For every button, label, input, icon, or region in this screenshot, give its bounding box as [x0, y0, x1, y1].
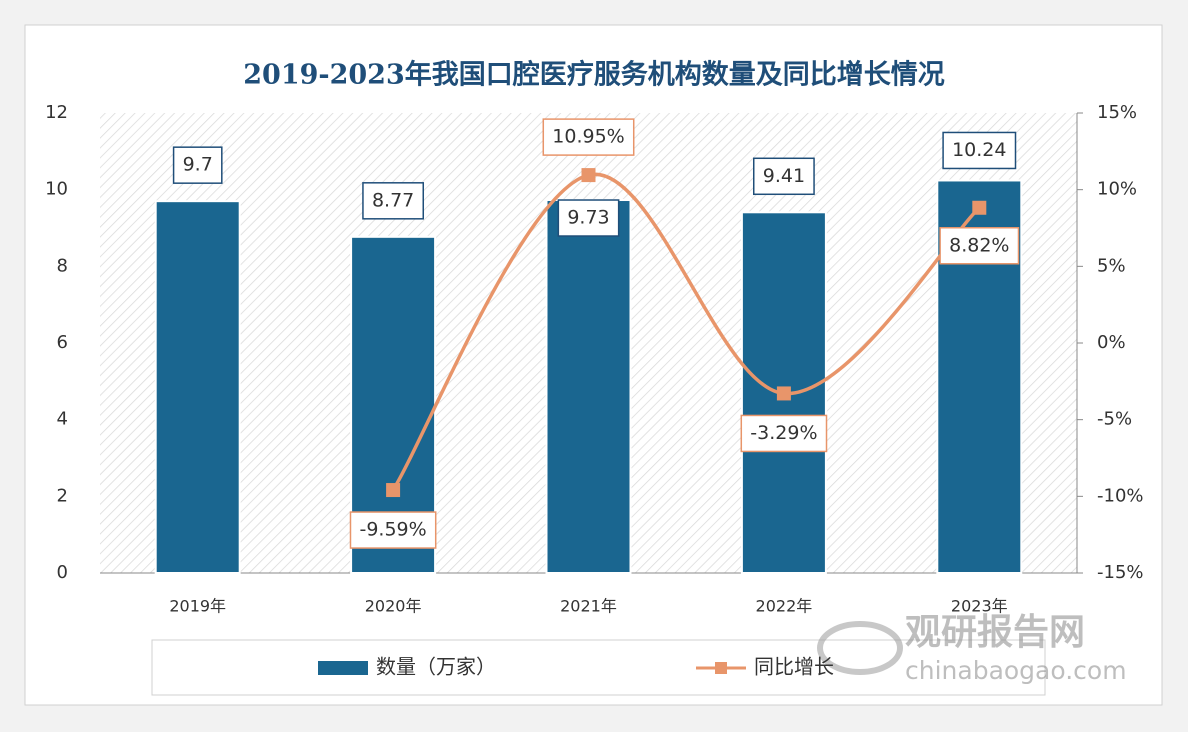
y-tick-label: 8	[57, 255, 68, 276]
bar-value-label-group: 10.24	[942, 131, 1017, 170]
chart-title: 2019-2023年我国口腔医疗服务机构数量及同比增长情况	[243, 59, 945, 91]
bar-value-label: 9.73	[567, 207, 609, 229]
y-tick-label: 6	[57, 332, 68, 353]
watermark-name: 观研报告网	[905, 612, 1085, 653]
bar-value-label: 9.7	[183, 154, 213, 176]
x-tick-label: 2020年	[365, 597, 422, 616]
line-value-label-box	[349, 511, 437, 549]
line-value-label-box	[542, 118, 635, 156]
y-tick-label: 4	[57, 409, 68, 430]
bar-value-label-group: 8.77	[362, 182, 425, 220]
line-value-label-box	[939, 227, 1020, 265]
bar-value-label: 8.77	[372, 189, 414, 211]
bar	[154, 200, 241, 575]
line-value-label: -3.29%	[750, 422, 817, 444]
line-marker	[581, 168, 596, 183]
y-tick-label: 2	[57, 485, 68, 506]
bar-value-label-group: 9.41	[752, 157, 815, 196]
legend-swatch	[318, 661, 368, 675]
line-value-label-box	[740, 414, 828, 453]
line-value-label-group: -3.29%	[740, 414, 828, 453]
line-value-label-group: 10.95%	[542, 118, 635, 156]
line-marker	[386, 483, 401, 498]
bar-value-label-box	[557, 199, 620, 237]
watermark-site: chinabaogao.com	[905, 656, 1127, 685]
y2-tick-label: -10%	[1097, 485, 1144, 506]
legend-label: 同比增长	[754, 655, 834, 679]
bar-value-label-box	[942, 131, 1017, 170]
x-tick-label: 2019年	[169, 597, 226, 616]
line	[391, 172, 981, 491]
y-tick-label: 10	[45, 179, 68, 200]
line-value-label: 10.95%	[552, 126, 624, 148]
legend-box	[151, 639, 1046, 696]
x-tick-label: 2021年	[560, 597, 617, 616]
bar-value-label: 10.24	[952, 139, 1006, 161]
y2-tick-label: 10%	[1097, 179, 1137, 200]
bar-value-label-box	[362, 182, 425, 220]
legend-label: 数量（万家）	[376, 655, 496, 679]
legend-swatch-marker	[715, 662, 727, 674]
bar-value-label: 9.41	[763, 165, 805, 187]
y2-tick-label: -5%	[1097, 409, 1132, 430]
line-value-label: -9.59%	[359, 519, 426, 541]
bar-value-label-box	[752, 157, 815, 196]
y2-tick-label: 5%	[1097, 255, 1126, 276]
watermark-logo	[817, 621, 903, 675]
bar-value-label-group: 9.73	[557, 199, 620, 237]
line-value-label-group: 8.82%	[939, 227, 1020, 265]
line-value-label-group: -9.59%	[349, 511, 437, 549]
line-marker	[776, 386, 791, 401]
x-tick-label: 2022年	[756, 597, 813, 616]
x-tick-label: 2023年	[951, 597, 1008, 616]
y2-tick-label: 0%	[1097, 332, 1126, 353]
y2-tick-label: 15%	[1097, 102, 1137, 123]
bar	[545, 199, 632, 574]
y-tick-label: 0	[57, 562, 68, 583]
y-tick-label: 12	[45, 102, 68, 123]
bar-value-label-box	[172, 146, 223, 184]
line-value-label: 8.82%	[949, 234, 1009, 256]
line-marker	[972, 200, 987, 215]
y2-tick-label: -15%	[1097, 562, 1144, 583]
watermark: 观研报告网 chinabaogao.com	[817, 612, 1127, 685]
bar-value-label-group: 9.7	[172, 146, 223, 184]
